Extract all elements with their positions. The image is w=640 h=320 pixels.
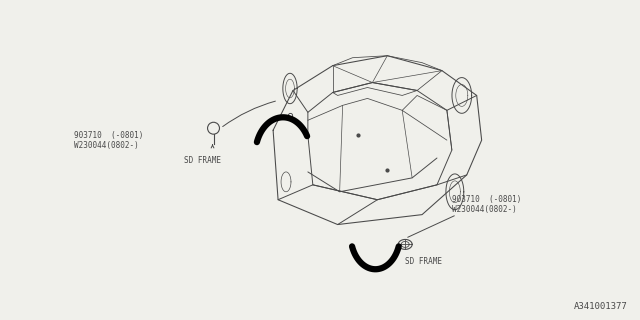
Text: SD FRAME: SD FRAME bbox=[405, 257, 442, 266]
Text: 903710  (-0801): 903710 (-0801) bbox=[452, 195, 521, 204]
Text: A341001377: A341001377 bbox=[574, 302, 628, 311]
Text: SD FRAME: SD FRAME bbox=[184, 156, 221, 164]
Text: W230044(0802-): W230044(0802-) bbox=[74, 140, 140, 150]
Text: W230044(0802-): W230044(0802-) bbox=[452, 205, 516, 214]
Text: 903710  (-0801): 903710 (-0801) bbox=[74, 131, 144, 140]
